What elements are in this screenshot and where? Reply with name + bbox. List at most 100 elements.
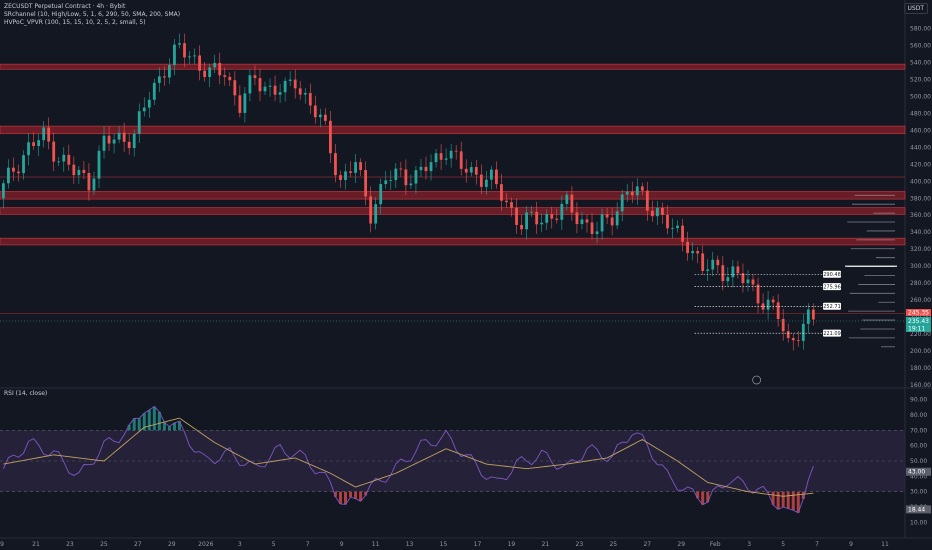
vpvr-tag-box: [823, 329, 841, 337]
candle-body: [127, 141, 131, 149]
time-tick-label: 2026: [198, 541, 213, 548]
candle-body: [82, 169, 86, 174]
candle-body: [67, 154, 71, 165]
candle-body: [801, 323, 805, 341]
candle-body: [379, 184, 383, 205]
candle-body: [77, 169, 81, 176]
candle-body: [132, 133, 136, 149]
candle-body: [696, 251, 700, 254]
candle-body: [198, 55, 202, 71]
candle-body: [550, 214, 554, 219]
candle-body: [102, 135, 106, 151]
candle-body: [233, 80, 237, 96]
candle-body: [409, 183, 413, 186]
candle-body: [630, 191, 634, 196]
candle-body: [218, 62, 222, 76]
candle-body: [681, 225, 684, 242]
time-tick-label: 25: [609, 541, 617, 548]
time-tick-label: 21: [542, 541, 550, 548]
time-tick-label: 27: [643, 541, 651, 548]
candle-body: [384, 180, 388, 185]
currency-badge[interactable]: USDT: [903, 3, 928, 14]
price-tick-label: 300.00: [910, 263, 931, 270]
candle-body: [374, 204, 378, 224]
time-tick-label: 19: [508, 541, 516, 548]
candle-body: [595, 231, 599, 235]
time-tick-label: 29: [168, 541, 176, 548]
price-tick-label: 380.00: [910, 195, 931, 202]
candle-body: [22, 155, 25, 174]
candle-body: [414, 170, 418, 184]
candle-body: [635, 186, 639, 196]
candle-body: [92, 178, 96, 191]
candle-body: [761, 303, 765, 310]
candle-body: [318, 114, 322, 118]
candle-body: [419, 166, 423, 171]
candle-body: [87, 173, 91, 191]
rsi-legend[interactable]: RSI (14, close): [4, 390, 48, 397]
candle-body: [706, 269, 710, 271]
rsi-ma-value-tag: [906, 505, 931, 514]
candle-body: [339, 175, 342, 180]
sr-zone: [0, 237, 906, 246]
candle-body: [354, 162, 357, 173]
time-tick-label: 9: [0, 541, 4, 548]
indicator-srchannel-label[interactable]: SRchannel (10, High/Low, 5, 1, 6, 290, 5…: [4, 11, 181, 18]
candle-body: [183, 43, 186, 58]
candle-body: [640, 186, 644, 191]
event-marker-icon: [752, 375, 761, 385]
candle-body: [329, 120, 332, 154]
candle-body: [42, 127, 46, 141]
indicator-hvpoc-label[interactable]: HVPoC_VPVR (100, 15, 15, 10, 2, 5, 2, sm…: [4, 19, 146, 26]
candle-body: [615, 211, 619, 226]
time-tick-label: 11: [881, 541, 889, 548]
candle-body: [600, 214, 604, 232]
candle-body: [137, 111, 141, 134]
candle-body: [590, 222, 594, 235]
candle-body: [122, 132, 126, 142]
candle-body: [530, 211, 534, 213]
vpvr-tag-box: [823, 283, 841, 291]
rsi-tick-label: 70.00: [910, 427, 927, 434]
price-tick-label: 460.00: [910, 127, 931, 134]
vpvr-tag-box: [823, 270, 841, 278]
candle-body: [459, 151, 463, 169]
candle-body: [213, 62, 217, 68]
candle-body: [434, 153, 438, 163]
candle-body: [811, 309, 815, 320]
candle-body: [288, 79, 292, 81]
rsi-tick-label: 30.00: [910, 489, 927, 496]
candle-body: [565, 194, 569, 204]
candle-body: [142, 107, 146, 112]
rsi-value-label: 43.00: [908, 469, 925, 476]
price-tick-label: 280.00: [910, 280, 931, 287]
candle-body: [97, 150, 101, 179]
countdown-label: 19:11: [908, 325, 925, 332]
candle-body: [535, 211, 539, 225]
candle-body: [303, 93, 307, 95]
chart-legend: ZECUSDT Perpetual Contract · 4h · Bybit …: [4, 3, 180, 27]
axes: 580.00560.00540.00520.00500.00480.00460.…: [0, 25, 932, 548]
time-tick-label: 29: [677, 541, 685, 548]
candle-body: [263, 86, 267, 92]
candle-body: [243, 93, 247, 113]
candle-body: [766, 299, 770, 310]
candle-body: [57, 161, 61, 163]
vpvr-tag-label: 252.71: [823, 304, 841, 310]
candle-body: [545, 214, 549, 223]
vpvr-bars: 290.48 275.96 252.71 221.09: [694, 194, 897, 348]
candle-body: [464, 168, 468, 173]
time-tick-label: Feb: [710, 541, 721, 548]
rsi-panel: [0, 405, 905, 514]
last-price-tag: [906, 316, 931, 325]
candle-body: [580, 219, 584, 225]
price-tick-label: 260.00: [910, 297, 931, 304]
time-tick-label: 7: [306, 541, 310, 548]
candle-body: [515, 207, 518, 225]
candle-body: [454, 150, 458, 152]
price-tick-label: 180.00: [910, 365, 931, 372]
price-tick-label: 160.00: [910, 382, 931, 389]
rsi-line: [2, 405, 814, 514]
candle-body: [701, 253, 705, 271]
